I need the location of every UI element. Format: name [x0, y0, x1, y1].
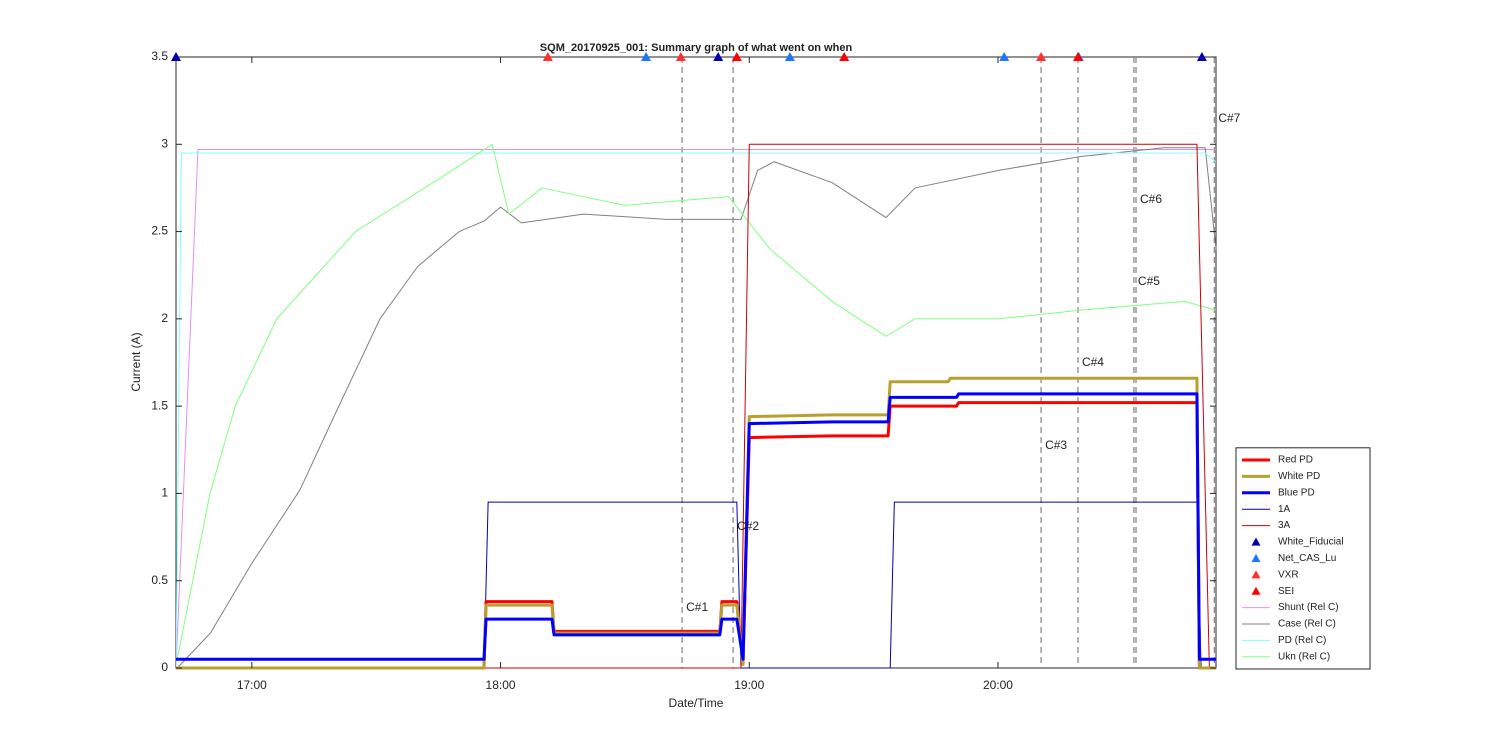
legend-label: PD (Rel C) [1278, 635, 1326, 646]
marker [675, 52, 686, 61]
legend-label: Case (Rel C) [1278, 619, 1336, 630]
marker [641, 52, 652, 61]
x-tick-label: 18:00 [486, 678, 516, 692]
event-label: C#2 [737, 519, 759, 533]
event-label: C#5 [1138, 274, 1160, 288]
y-axis-label: Current (A) [129, 332, 143, 391]
legend-label: Ukn (Rel C) [1278, 651, 1330, 662]
x-tick-label: 17:00 [237, 678, 267, 692]
y-tick-label: 0 [161, 660, 168, 674]
marker [542, 52, 553, 61]
legend-label: Net_CAS_Lu [1278, 553, 1336, 564]
legend-label: 3A [1278, 520, 1291, 531]
event-label: C#7 [1218, 111, 1240, 125]
event-label: C#4 [1082, 355, 1104, 369]
y-tick-label: 1 [161, 486, 168, 500]
x-tick-label: 20:00 [983, 678, 1013, 692]
marker [1072, 52, 1083, 61]
legend-label: SEI [1278, 586, 1294, 597]
y-tick-label: 1.5 [151, 398, 168, 412]
series-line [176, 392, 1216, 661]
series-line [176, 149, 1216, 669]
y-tick-label: 2 [161, 311, 168, 325]
legend-label: White_Fiducial [1278, 537, 1344, 548]
series-line [176, 143, 1217, 660]
legend: Red PD White PD Blue PD 1A 3A White_Fiducial N… [1235, 447, 1371, 670]
y-tick-label: 2.5 [151, 224, 168, 238]
x-tick-label: 19:00 [734, 678, 764, 692]
marker [1036, 52, 1047, 61]
marker [731, 52, 742, 61]
marker [713, 52, 724, 61]
y-tick-label: 3.5 [151, 49, 168, 63]
marker [839, 52, 850, 61]
legend-label: VXR [1278, 569, 1299, 580]
event-label: C#6 [1140, 192, 1162, 206]
legend-label: White PD [1278, 471, 1320, 482]
legend-marker [1251, 586, 1261, 595]
x-axis-label: Date/Time [669, 696, 724, 710]
legend-label: Blue PD [1278, 487, 1315, 498]
legend-marker [1251, 553, 1261, 562]
axes-box [175, 56, 1217, 669]
y-tick-label: 0.5 [151, 573, 168, 587]
marker [999, 52, 1010, 61]
legend-marker [1251, 570, 1261, 579]
event-label: C#1 [686, 600, 708, 614]
marker [1196, 52, 1207, 61]
legend-label: 1A [1278, 504, 1291, 515]
y-tick-label: 3 [161, 136, 168, 150]
marker [171, 52, 181, 61]
marker [784, 52, 795, 61]
legend-label: Shunt (Rel C) [1278, 602, 1339, 613]
legend-marker [1251, 537, 1261, 546]
series-line [176, 152, 1217, 669]
legend-label: Red PD [1278, 455, 1313, 466]
series-line [176, 147, 1217, 669]
event-label: C#3 [1045, 438, 1067, 452]
chart-title: SQM_20170925_001: Summary graph of what … [540, 42, 853, 54]
